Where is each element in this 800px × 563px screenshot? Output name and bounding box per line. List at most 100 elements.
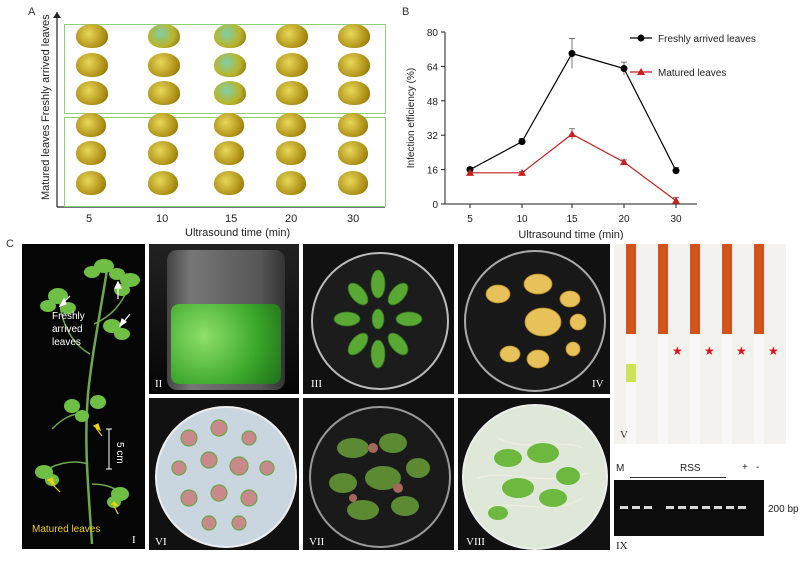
leaf-sample — [148, 113, 178, 137]
x-tick-label: 20 — [618, 214, 630, 225]
series-line — [470, 133, 677, 202]
test-strip — [626, 244, 636, 444]
photo-plant: Freshly arrived leaves 5 cm Matured leav… — [22, 244, 145, 549]
y-tick-label: 0 — [432, 200, 438, 211]
panel-a-xtick: 10 — [156, 213, 169, 225]
gel-rss-label: RSS — [680, 463, 701, 474]
callus-clumps — [485, 273, 587, 369]
label-vi: VI — [155, 536, 167, 548]
leaf-sample — [148, 53, 180, 77]
fresh-leaves-label: Freshly arrived leaves — [52, 311, 85, 348]
y-tick-label: 48 — [427, 97, 439, 108]
leaf-sample — [76, 141, 106, 165]
x-tick-label: 5 — [467, 214, 473, 225]
leaf-sample — [338, 53, 370, 77]
leaf-sample — [148, 81, 180, 105]
x-tick-label: 10 — [516, 214, 528, 225]
label-v: V — [620, 429, 628, 441]
leaf-sample — [76, 53, 108, 77]
legend-marker — [637, 34, 645, 42]
x-tick-label: 30 — [670, 214, 682, 225]
scale-label: 5 cm — [114, 442, 125, 464]
panel-b-letter: B — [402, 6, 410, 18]
plantlets — [477, 437, 589, 520]
star-icon: ★ — [704, 344, 715, 358]
star-icon: ★ — [672, 344, 683, 358]
leaf-sample — [338, 141, 368, 165]
data-point — [466, 168, 474, 176]
label-ix: IX — [616, 540, 628, 552]
leaf-sample — [276, 81, 308, 105]
leaf-sample — [76, 24, 108, 48]
data-point — [672, 167, 680, 175]
gel-marker-label: M — [616, 463, 625, 474]
panel-a-xtick: 20 — [285, 213, 298, 225]
legend-label: Freshly arrived leaves — [658, 34, 756, 45]
gel-rss-bracket — [630, 477, 726, 478]
photo-shoot-plate-pink: VI — [149, 398, 299, 550]
data-point — [518, 168, 526, 176]
gel-image — [614, 480, 764, 536]
gel-plus-label: + — [742, 462, 748, 473]
y-tick-label: 80 — [427, 28, 439, 39]
star-icon: ★ — [768, 344, 779, 358]
test-strip — [754, 244, 764, 444]
panel-a-letter: A — [28, 6, 36, 18]
leaf-sample — [76, 113, 106, 137]
plate-leaves — [333, 269, 423, 369]
x-tick-label: 15 — [566, 214, 578, 225]
leaf-sample — [276, 171, 306, 195]
leaf-sample — [276, 113, 306, 137]
series-line — [469, 52, 677, 171]
leaf-sample — [76, 171, 106, 195]
gel-band-size: 200 bp — [768, 504, 799, 515]
leaf-sample — [338, 81, 370, 105]
infection-efficiency-chart: 0 16 32 48 64 80 5 10 15 20 30 Ultrasound time (min… — [406, 28, 756, 240]
panel-a-xlabel: Ultrasound time (min) — [185, 227, 291, 239]
photo-leaf-plate: III — [303, 244, 454, 394]
photo-shoot-plate-green: VII — [303, 398, 454, 550]
y-tick-label: 64 — [427, 62, 439, 73]
y-axis-label: Infection efficiency (%) — [406, 68, 417, 168]
plant-drawing — [35, 259, 140, 545]
leaf-sample — [214, 53, 246, 77]
legend-marker — [637, 68, 645, 75]
leaf-sample — [338, 171, 368, 195]
x-axis-label: Ultrasound time (min) — [518, 229, 623, 240]
leaf-sample — [276, 53, 308, 77]
leaf-sample — [214, 171, 244, 195]
leaf-sample — [148, 171, 178, 195]
data-point — [672, 196, 680, 204]
leaf-sample — [338, 24, 370, 48]
shoot-clumps — [171, 419, 275, 531]
leaf-sample — [276, 24, 308, 48]
test-strip — [722, 244, 732, 444]
leaf-sample — [148, 141, 178, 165]
panel-a-xtick: 5 — [86, 213, 93, 225]
label-ii: II — [155, 378, 163, 390]
green-shoots — [329, 433, 430, 520]
label-i: I — [132, 534, 136, 546]
leaf-sample — [276, 141, 306, 165]
data-point — [568, 130, 576, 138]
leaf-sample — [76, 81, 108, 105]
photo-callus-plate: IV — [458, 244, 610, 394]
jar-leaves — [171, 304, 281, 384]
data-point — [518, 138, 526, 146]
test-strip — [658, 244, 668, 444]
photo-jar: II — [149, 244, 299, 394]
photo-rooted-plantlets: VIII — [458, 398, 610, 550]
label-iii: III — [311, 378, 322, 390]
leaf-sample — [148, 24, 180, 48]
star-icon: ★ — [736, 344, 747, 358]
gel-minus-label: - — [756, 462, 760, 473]
panel-a-ylabel-top: Freshly arrived leaves — [40, 14, 52, 122]
leaf-sample — [214, 81, 246, 105]
panel-a-axes — [53, 12, 385, 208]
panel-c-letter: C — [6, 238, 14, 250]
test-strip — [690, 244, 700, 444]
label-viii: VIII — [466, 536, 485, 548]
photo-test-strips: ★ ★ ★ ★ V — [614, 244, 786, 444]
panel-a-xtick: 15 — [225, 213, 238, 225]
data-point — [620, 65, 628, 73]
